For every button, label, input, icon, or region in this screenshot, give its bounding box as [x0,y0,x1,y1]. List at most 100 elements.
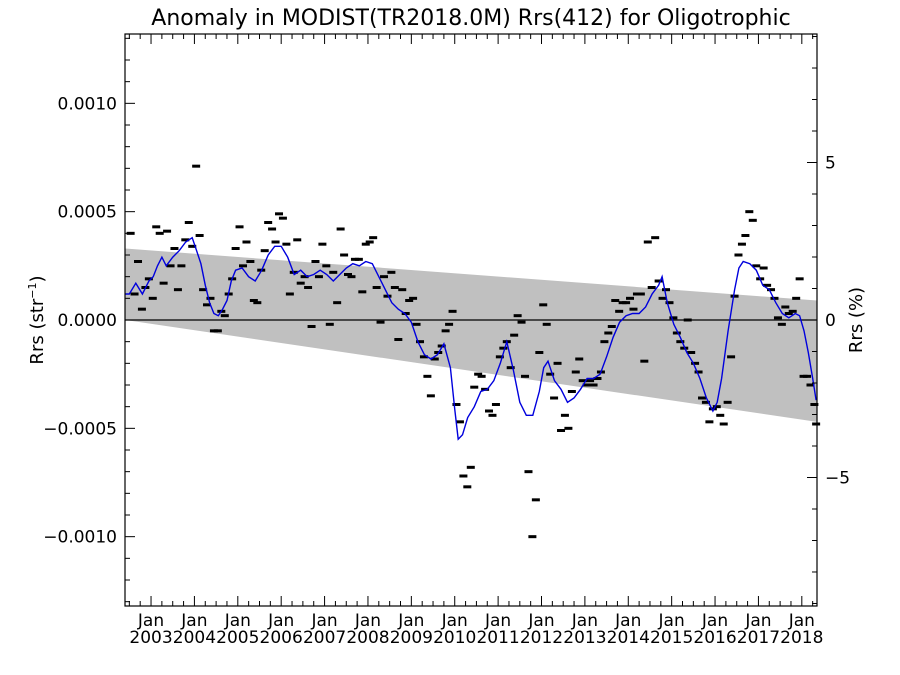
data-point [571,370,580,374]
data-point [394,338,403,341]
data-point [795,277,804,281]
x-tick-label-year: 2010 [433,628,476,648]
confidence-band [125,248,817,422]
data-point [488,413,497,417]
data-point [354,257,363,261]
x-tick-label-month: Jan [658,611,685,631]
data-point [662,288,671,292]
data-point [419,355,428,359]
data-point [325,322,334,326]
data-point [213,329,222,333]
x-tick-label-month: Jan [267,611,294,631]
data-point [582,383,591,387]
data-point [412,322,421,326]
data-point [249,299,258,302]
data-point [314,275,323,279]
data-point [672,331,681,335]
data-point [195,234,204,237]
x-tick-label-month: Jan [441,611,468,631]
x-tick-label-year: 2014 [607,628,650,648]
data-point [770,296,779,300]
data-point [647,286,656,289]
data-point [344,273,353,276]
data-point [626,296,635,300]
x-tick-label-month: Jan [224,611,251,631]
y-tick-label-left: 0.0000 [58,311,117,331]
data-point [459,474,468,478]
data-point [177,264,186,268]
y-axis-left-label: Rrs (str−1) [26,275,48,364]
data-point [470,385,479,389]
y-axis-left-label-close: ) [27,275,48,282]
x-tick-label-month: Jan [354,611,381,631]
data-point [611,299,620,302]
x-tick-label-month: Jan [137,611,164,631]
data-point [521,374,530,378]
data-point [524,470,533,474]
data-point [235,225,244,229]
data-point [278,216,287,220]
data-point [730,294,739,298]
data-point [654,279,663,283]
data-point [206,296,215,300]
data-point [812,422,821,426]
y-tick-label-left: 0.0005 [58,203,117,223]
data-point [293,238,302,242]
data-point [166,264,175,268]
data-point [810,403,819,406]
x-tick-label-year: 2015 [650,628,693,648]
data-point [220,314,229,318]
data-point [712,405,721,409]
data-point [188,244,197,248]
data-point [669,316,678,320]
data-point [694,370,703,374]
chart-title: Anomaly in MODIST(TR2018.0M) Rrs(412) fo… [151,6,790,31]
x-tick-label-month: Jan [571,611,598,631]
data-point [542,322,551,326]
data-point [600,340,609,344]
y-tick-label-left: −0.0010 [43,528,117,548]
data-point [383,294,392,298]
data-point [264,221,273,224]
x-tick-label-month: Jan [788,611,815,631]
plot-area: 0.00100.00050.0000−0.0005−0.001050−5Jan2… [43,33,850,648]
y-axis-left-label-main: Rrs (str [27,298,48,364]
data-point [144,277,153,281]
data-point [242,240,251,244]
data-point [578,379,587,383]
data-point [560,413,569,417]
data-point [423,374,432,378]
data-point [593,377,602,380]
data-point [752,264,761,268]
data-point [126,231,135,235]
data-point [535,351,544,354]
data-point [463,485,472,489]
data-point [409,296,418,300]
data-point [318,242,327,246]
data-point [300,275,309,279]
data-point [748,218,757,222]
data-point [604,331,613,335]
data-point [271,240,280,244]
data-point [445,322,454,326]
data-point [253,301,262,305]
x-tick-label-year: 2004 [173,628,216,648]
data-point [553,361,562,365]
data-point [683,318,692,322]
x-tick-label-month: Jan [484,611,511,631]
data-point [322,264,331,268]
x-tick-label-year: 2003 [129,628,172,648]
data-point [737,242,746,246]
data-point [708,407,717,411]
x-tick-label-year: 2018 [780,628,823,648]
data-point [698,396,707,400]
data-point [531,498,540,502]
data-point [152,225,161,229]
data-point [455,420,464,424]
data-point [430,357,439,361]
x-tick-label-month: Jan [310,611,337,631]
data-point [723,400,732,404]
data-point [416,340,425,344]
data-point [727,355,736,359]
